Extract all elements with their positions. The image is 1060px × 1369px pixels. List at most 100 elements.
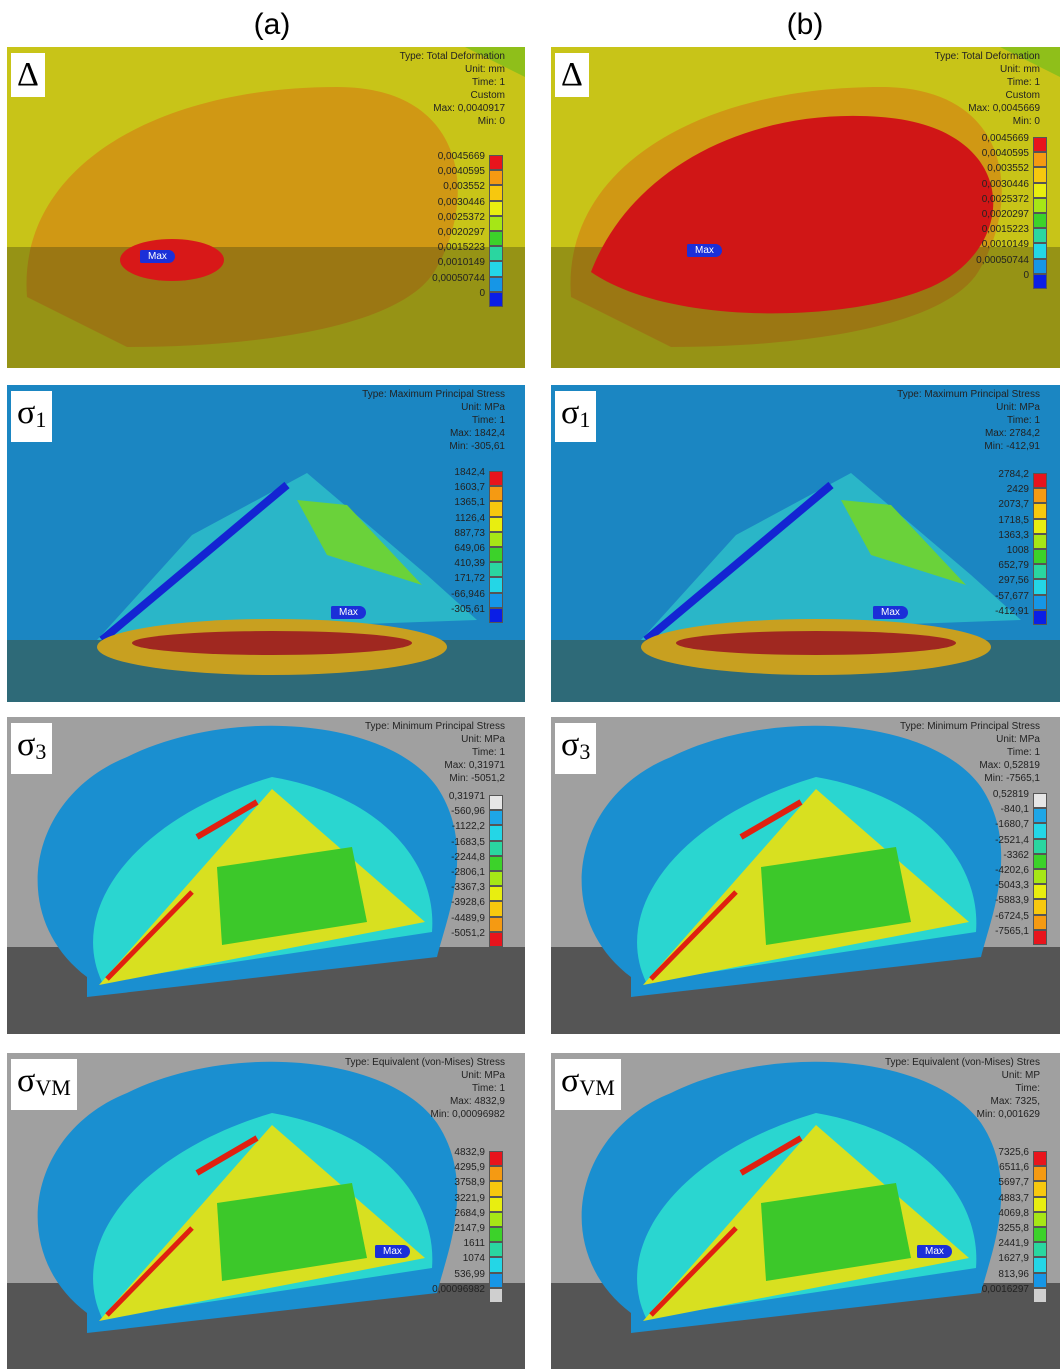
legend-label: 6511,6 [999,1162,1029,1173]
legend-label: 0,0016297 [982,1284,1029,1295]
result-panel: σVM Type: Equivalent (von-Mises) StresUni… [551,1053,1060,1369]
info-line: Type: Equivalent (von-Mises) Stres [885,1056,1040,1069]
legend-label: 0,0025372 [438,212,485,223]
figure: (a)ΔType: Total DeformationUnit: mmTime:… [0,0,1060,1369]
legend-label: -7565,1 [995,926,1029,937]
legend-label: 7325,6 [998,1147,1029,1158]
legend-label: -1680,7 [995,819,1029,830]
legend-label: 1363,3 [998,530,1029,541]
legend-label: 0,0020297 [438,227,485,238]
contour [676,631,956,655]
legend-swatch [1033,1257,1047,1272]
legend-swatch [1033,228,1047,243]
legend-swatch [489,231,503,246]
result-panel: ΔType: Total DeformationUnit: mmTime: 1C… [7,47,525,368]
info-line: Min: -7565,1 [900,772,1040,785]
info-line: Unit: MPa [365,733,505,746]
legend-swatch [489,593,503,608]
legend-label: 410,39 [454,558,485,569]
legend-swatch [489,1288,503,1303]
legend-label: 0,0045669 [438,151,485,162]
info-line: Min: 0 [935,115,1040,128]
info-line: Max: 7325, [885,1095,1040,1108]
legend-swatch [1033,1227,1047,1242]
quantity-label: σ3 [555,723,596,774]
legend-swatch [489,517,503,532]
legend-swatch [489,856,503,871]
max-probe: Max [917,1245,952,1258]
legend-swatch [1033,1151,1047,1166]
info-line: Time: 1 [897,414,1040,427]
legend-label: 1627,9 [998,1253,1029,1264]
info-line: Unit: mm [935,63,1040,76]
info-line: Type: Total Deformation [935,50,1040,63]
legend-swatch [489,170,503,185]
legend-swatch [1033,473,1047,488]
max-probe: Max [873,606,908,619]
info-line: Min: -305,61 [362,440,505,453]
result-info: Type: Minimum Principal StressUnit: MPaT… [365,720,505,785]
result-info: Type: Equivalent (von-Mises) StressUnit:… [345,1056,505,1121]
legend-label: -6724,5 [995,911,1029,922]
legend-swatch [1033,213,1047,228]
legend-label: 2684,9 [454,1208,485,1219]
legend-label: 4295,9 [454,1162,485,1173]
legend-swatch [1033,839,1047,854]
legend-swatch [489,871,503,886]
legend-label: 0,0010149 [982,239,1029,250]
info-line: Time: [885,1082,1040,1095]
quantity-label: Δ [11,53,45,97]
legend-label: -3928,6 [451,897,485,908]
legend-swatch [489,1242,503,1257]
legend-swatch [1033,137,1047,152]
quantity-label: σ1 [11,391,52,442]
legend-label: 0 [479,288,485,299]
legend-swatch [1033,854,1047,869]
quantity-label: σ3 [11,723,52,774]
legend-swatch [489,1257,503,1272]
legend-swatch [489,1166,503,1181]
result-info: Type: Maximum Principal StressUnit: MPaT… [897,388,1040,453]
legend-label: -3367,3 [451,882,485,893]
quantity-label: σVM [11,1059,77,1110]
legend-swatch [489,261,503,276]
quantity-label: σVM [555,1059,621,1110]
legend-swatch [1033,198,1047,213]
info-line: Min: 0 [400,115,505,128]
legend-label: -1122,2 [452,821,485,832]
legend-label: -3362 [1003,850,1029,861]
info-line: Unit: MPa [362,401,505,414]
quantity-symbol: Δ [561,56,583,93]
legend-label: 536,99 [454,1269,485,1280]
legend-label: -2806,1 [451,867,485,878]
info-line: Time: 1 [900,746,1040,759]
info-line: Min: -412,91 [897,440,1040,453]
legend-swatch [1033,579,1047,594]
info-line: Min: 0,001629 [885,1108,1040,1121]
info-line: Type: Minimum Principal Stress [900,720,1040,733]
quantity-label: σ1 [555,391,596,442]
quantity-subscript: 3 [35,739,46,764]
legend-swatch [1033,595,1047,610]
legend-swatch [1033,183,1047,198]
quantity-subscript: VM [35,1075,70,1100]
legend-label: 1365,1 [454,497,485,508]
info-line: Type: Maximum Principal Stress [897,388,1040,401]
info-line: Unit: MP [885,1069,1040,1082]
legend-swatch [489,1273,503,1288]
legend-label: 4832,9 [454,1147,485,1158]
result-info: Type: Equivalent (von-Mises) StresUnit: … [885,1056,1040,1121]
legend-label: -2244,8 [451,852,485,863]
legend-swatch [489,917,503,932]
legend-label: 1718,5 [998,515,1029,526]
legend-label: -66,946 [451,589,485,600]
legend-swatch [1033,1212,1047,1227]
max-probe: Max [375,1245,410,1258]
legend-swatch [1033,899,1047,914]
legend-label: 5697,7 [998,1177,1029,1188]
info-line: Time: 1 [935,76,1040,89]
legend-label: -4202,6 [995,865,1029,876]
legend-swatch [1033,274,1047,289]
legend-swatch [489,1197,503,1212]
